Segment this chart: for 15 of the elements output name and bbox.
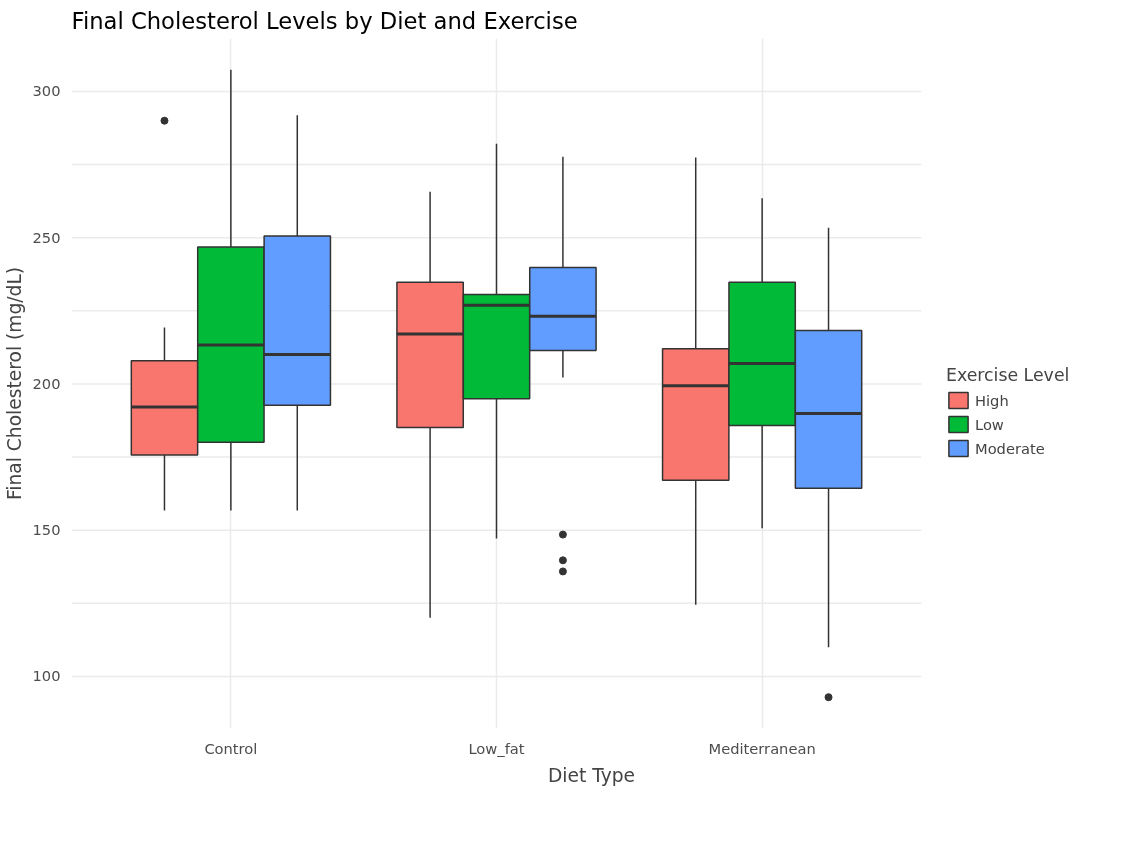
y-tick-label: 300	[32, 82, 61, 100]
x-tick-label: Mediterranean	[708, 739, 816, 757]
y-axis-title: Final Cholesterol (mg/dL)	[3, 266, 25, 501]
x-axis-title: Diet Type	[547, 764, 636, 786]
y-tick-label: 250	[32, 228, 61, 246]
legend-label: High	[975, 391, 1009, 409]
legend-title: Exercise Level	[946, 365, 1070, 385]
y-tick-label: 100	[32, 667, 61, 685]
x-tick-label: Low_fat	[468, 739, 525, 757]
legend-label: Moderate	[975, 439, 1045, 457]
legend-label: Low	[975, 415, 1004, 433]
y-tick-label: 200	[32, 374, 61, 392]
chart-title: Final Cholesterol Levels by Diet and Exercise	[71, 7, 578, 34]
x-tick-label: Control	[204, 739, 258, 757]
y-tick-label: 150	[32, 521, 61, 539]
